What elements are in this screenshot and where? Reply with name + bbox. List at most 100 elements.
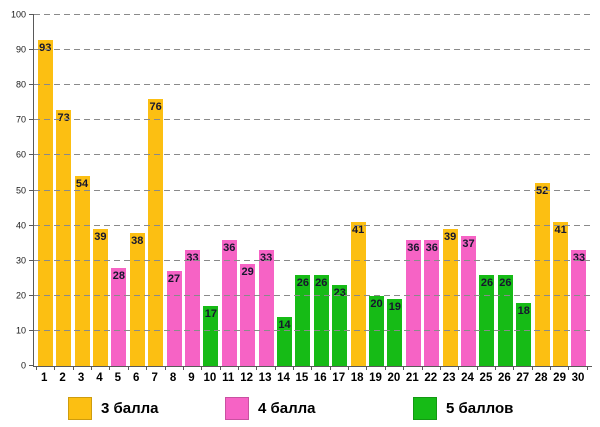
bar-value-label: 52: [536, 185, 549, 198]
bar: 93: [37, 39, 53, 366]
x-axis-tick: [386, 366, 405, 370]
bar-cell: 36: [404, 239, 422, 366]
x-axis-tick-label: 19: [369, 372, 382, 384]
x-axis-tick-label: 22: [424, 372, 438, 384]
y-axis-tick-label: 0: [20, 360, 26, 371]
y-axis-tick-label: 30: [15, 255, 26, 266]
x-axis-tick: [184, 366, 203, 370]
bar-value-label: 26: [315, 276, 328, 289]
x-axis-tick-label: 20: [387, 372, 401, 384]
x-axis-tick-label: 1: [41, 372, 48, 384]
x-axis-tick-label: 18: [350, 372, 364, 384]
bar-cell: 76: [146, 99, 164, 366]
y-axis-tick: [29, 294, 34, 296]
x-axis-tick: [74, 366, 93, 370]
bar-cell: 26: [312, 274, 330, 366]
x-axis-tick-label: 23: [442, 372, 456, 384]
gridline: [34, 14, 592, 15]
y-axis-tick-label: 90: [15, 44, 26, 55]
x-axis-tick-label: 17: [332, 372, 346, 384]
y-axis-tick: [29, 154, 34, 156]
legend-swatch-5-ballov: [413, 397, 437, 420]
bar-value-label: 39: [94, 231, 107, 244]
gridline: [34, 84, 592, 86]
gridline: [34, 224, 592, 226]
bar-cell: 36: [220, 239, 238, 366]
gridline: [34, 119, 592, 121]
bars-container: 93 73 54 39 28 38 76 27 33 17 36 29 33 14 26 26 23 41 20 19…: [36, 15, 588, 366]
x-axis-tick: [239, 366, 258, 370]
bar-value-label: 19: [388, 301, 402, 314]
bar-value-label: 26: [499, 276, 512, 289]
bar: 37: [461, 236, 477, 366]
bar-cell: 20: [367, 295, 385, 366]
x-axis-tick: [404, 366, 423, 370]
bar: 26: [497, 274, 513, 366]
bar: 52: [534, 183, 550, 366]
x-axis-tick: [478, 366, 496, 370]
x-axis-tick: [36, 366, 56, 370]
x-axis-tick: [514, 366, 533, 370]
x-axis-tick-label: 25: [479, 372, 493, 384]
bar: 17: [203, 306, 219, 366]
bar: 27: [166, 271, 182, 366]
gridline: [34, 329, 592, 331]
x-axis-tick: [92, 366, 111, 370]
x-axis-tick-label: 8: [169, 372, 177, 384]
x-axis-tick-label: 6: [133, 372, 140, 384]
y-axis-tick-label: 60: [15, 149, 26, 160]
y-axis-tick: [29, 259, 34, 261]
bar-value-label: 23: [333, 287, 346, 300]
bar: 26: [313, 274, 329, 366]
bar-value-label: 33: [186, 252, 199, 265]
gridline: [34, 189, 592, 191]
bar-value-label: 93: [39, 41, 52, 54]
bar-cell: 17: [202, 306, 220, 366]
bar: 29: [240, 264, 256, 366]
legend-label-5-ballov: 5 баллов: [446, 400, 514, 417]
y-axis-tick-label: 40: [15, 220, 26, 231]
x-axis-tick: [312, 366, 331, 370]
y-axis-labels: 0 10 20 30 40 50 60 70 80 90 100: [0, 10, 30, 370]
x-axis-tick: [551, 366, 570, 370]
y-axis-tick-label: 20: [15, 290, 26, 301]
bar: 73: [56, 109, 72, 366]
bar: 36: [221, 239, 237, 366]
bar: 23: [332, 285, 348, 366]
legend-item-4-balla: 4 балла: [225, 397, 316, 420]
gridline: [34, 259, 592, 261]
bar-value-label: 76: [149, 101, 162, 114]
y-axis-tick: [29, 329, 34, 331]
x-axis-tick-label: 28: [534, 372, 548, 384]
bar-value-label: 36: [407, 241, 420, 254]
bar-value-label: 38: [131, 234, 144, 247]
x-axis-tick: [110, 366, 129, 370]
x-axis-tick: [294, 366, 313, 370]
bar: 33: [184, 250, 200, 366]
x-axis-tick: [166, 366, 184, 370]
x-axis-tick-label: 24: [461, 372, 474, 384]
bar-value-label: 36: [425, 241, 438, 254]
bar-cell: 27: [165, 271, 183, 366]
x-axis-ticks: [36, 366, 588, 370]
bar-cell: 18: [515, 302, 533, 366]
y-axis-tick-label: 80: [15, 79, 26, 90]
x-axis-tick-label: 10: [203, 372, 217, 384]
y-axis-tick: [29, 49, 34, 51]
gridline: [34, 294, 592, 296]
bar: 19: [387, 299, 403, 366]
x-axis-tick-label: 7: [151, 372, 158, 384]
x-axis-tick-label: 9: [188, 372, 195, 384]
bar-cell: 52: [533, 183, 551, 366]
bar-value-label: 33: [572, 252, 586, 265]
bar-cell: 26: [294, 274, 312, 366]
bar-cell: 39: [441, 229, 459, 366]
bar-value-label: 26: [296, 276, 310, 289]
x-axis-tick-label: 15: [295, 372, 309, 384]
bar-cell: 37: [459, 236, 477, 366]
bar-cell: 33: [183, 250, 201, 366]
y-axis-tick: [29, 14, 34, 15]
bar-value-label: 33: [259, 252, 273, 265]
bar-value-label: 41: [351, 224, 365, 237]
